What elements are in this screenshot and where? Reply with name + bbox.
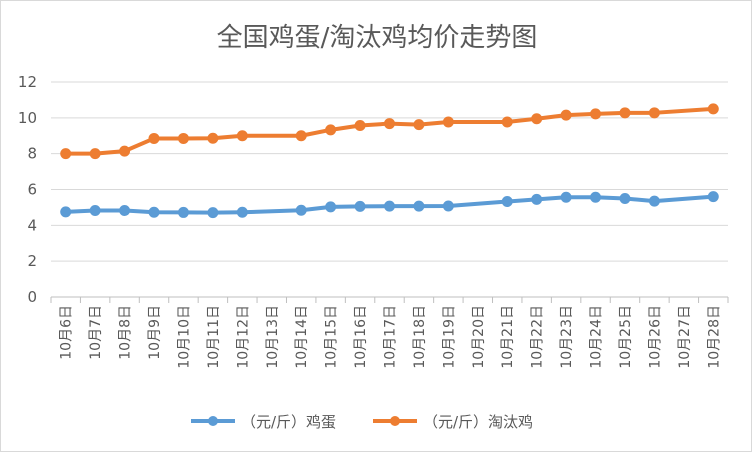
data-point [707,103,719,115]
data-point [648,195,660,207]
x-tick-label: 10月25日 [618,305,634,369]
data-point [384,200,395,212]
data-point [295,204,307,216]
y-tick-label: 10 [18,109,37,127]
chart-title: 全国鸡蛋/淘汰鸡均价走势图 [217,23,538,53]
data-point [354,200,366,212]
data-point [236,130,248,142]
series-line [65,106,714,156]
data-point [148,132,160,144]
data-point [413,119,425,131]
x-tick-label: 10月7日 [88,305,104,360]
legend-item-1: （元/斤）鸡蛋 [191,413,336,431]
x-tick-label: 10月14日 [294,305,310,369]
x-tick-label: 10月21日 [500,305,516,369]
data-point [560,191,572,203]
data-point [707,191,719,203]
data-point [325,124,337,136]
y-tick-label: 6 [27,181,37,199]
legend: （元/斤）鸡蛋 （元/斤）淘汰鸡 [191,413,533,431]
y-tick-label: 8 [27,145,37,163]
y-tick-label: 0 [27,288,37,306]
x-tick-label: 10月12日 [235,305,251,369]
x-tick-label: 10月24日 [589,305,605,369]
data-point [384,118,395,130]
data-point [442,200,454,212]
data-point [590,108,602,120]
data-point [501,196,513,208]
x-axis: 10月6日 10月7日 10月8日 10月9日 10月10日 10月11日 10月12日 10… [50,296,729,369]
x-tick-label: 10月10日 [176,305,192,369]
x-tick-label: 10月13日 [265,305,281,369]
series-1 [60,191,719,219]
x-tick-label: 10月23日 [559,305,575,369]
data-point [531,193,543,205]
legend-swatch-marker [208,416,218,426]
data-point [325,201,337,213]
data-point [590,191,602,203]
data-point [413,200,425,212]
data-point [207,207,219,219]
data-point [119,204,131,216]
x-tick-label: 10月6日 [59,305,75,360]
grid-lines [51,81,728,262]
x-tick-label: 10月27日 [677,305,693,369]
x-tick-label: 10月20日 [471,305,487,369]
legend-label: （元/斤）淘汰鸡 [423,413,533,431]
x-tick-label: 10月22日 [530,305,546,369]
y-axis-ticks: 0 2 4 6 8 10 12 [18,73,37,306]
data-point [295,130,307,142]
data-point [354,120,366,132]
data-point [619,107,631,119]
data-point [177,132,189,144]
data-point [119,145,131,157]
x-tick-label: 10月16日 [353,305,369,369]
x-tick-label: 10月28日 [706,305,722,369]
x-tick-label: 10月19日 [441,305,457,369]
x-tick-label: 10月8日 [118,305,134,360]
x-tick-label: 10月17日 [383,305,399,369]
data-point [89,204,101,216]
x-tick-label: 10月9日 [147,305,163,360]
data-point [89,148,101,160]
data-point [648,107,660,119]
data-point [560,109,572,121]
data-point [619,192,631,204]
data-point [501,116,513,128]
legend-label: （元/斤）鸡蛋 [241,413,336,431]
data-point [236,206,248,218]
x-tick-label: 10月26日 [647,305,663,369]
data-point [531,113,543,125]
data-point [207,132,219,144]
legend-swatch-marker [390,416,400,426]
data-point [177,206,189,218]
x-tick-label: 10月15日 [324,305,340,369]
series-2 [60,103,719,160]
y-tick-label: 2 [27,252,37,270]
y-tick-label: 12 [18,73,37,91]
data-point [60,206,72,218]
data-point [148,206,160,218]
legend-item-2: （元/斤）淘汰鸡 [373,413,533,431]
y-tick-label: 4 [27,216,37,234]
x-tick-label: 10月11日 [206,305,222,369]
data-point [442,116,454,128]
x-tick-label: 10月18日 [412,305,428,369]
series-group [60,103,719,219]
data-point [60,148,72,160]
